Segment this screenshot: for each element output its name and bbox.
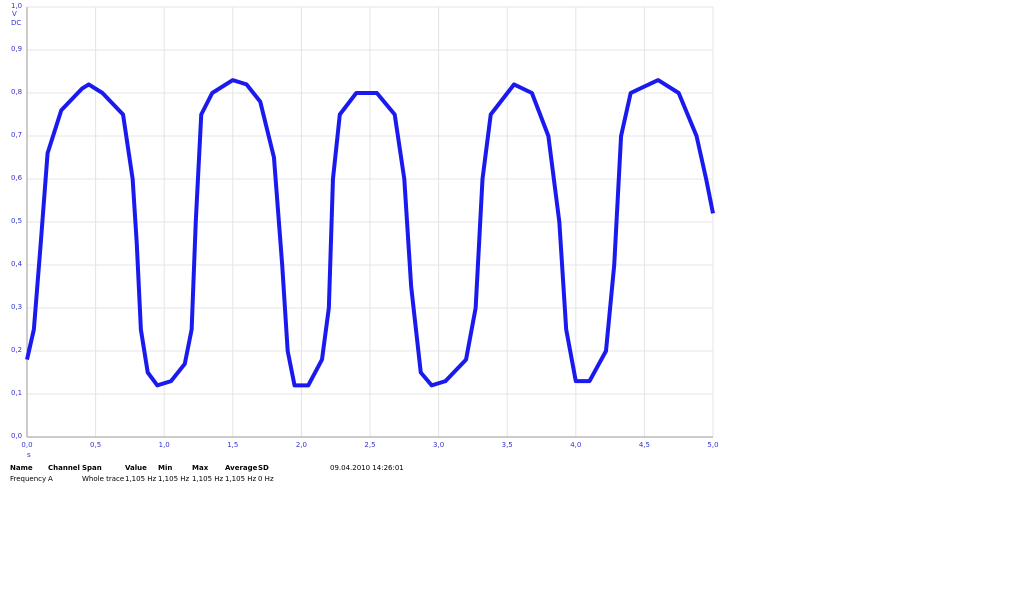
x-tick-label: 3,0 [433, 441, 444, 449]
table-cell: 0 Hz [258, 475, 274, 483]
x-tick-label: 1,5 [227, 441, 238, 449]
x-tick-label: 3,5 [502, 441, 513, 449]
y-tick-label: 0,0 [11, 432, 22, 440]
table-header: Channel [48, 464, 80, 472]
y-tick-label: 0,7 [11, 131, 22, 139]
table-cell: Frequency [10, 475, 46, 483]
y-tick-label: 0,2 [11, 346, 22, 354]
y-tick-label: 1,0 [11, 2, 22, 10]
table-header: Span [82, 464, 102, 472]
y-tick-label: 0,3 [11, 303, 22, 311]
x-tick-label: 0,0 [21, 441, 32, 449]
x-tick-label: 0,5 [90, 441, 101, 449]
x-tick-label: 2,0 [296, 441, 307, 449]
x-tick-label: 1,0 [159, 441, 170, 449]
y-tick-label: 0,4 [11, 260, 23, 268]
table-header: Max [192, 464, 209, 472]
signal-trace [25, 78, 715, 388]
x-tick-label: 5,0 [707, 441, 718, 449]
x-tick-label: 4,0 [570, 441, 581, 449]
table-cell: 1,105 Hz [225, 475, 257, 483]
timestamp: 09.04.2010 14:26:01 [330, 464, 404, 472]
y-coupling: DC [11, 19, 21, 27]
table-cell: A [48, 475, 53, 483]
table-header: Average [225, 464, 258, 472]
x-tick-label: 2,5 [364, 441, 375, 449]
y-tick-label: 0,6 [11, 174, 23, 182]
table-header: Name [10, 464, 33, 472]
y-unit: V [12, 10, 17, 18]
x-tick-label: 4,5 [639, 441, 650, 449]
table-header: SD [258, 464, 269, 472]
y-tick-label: 0,9 [11, 45, 22, 53]
y-tick-label: 0,1 [11, 389, 22, 397]
y-tick-label: 0,5 [11, 217, 22, 225]
y-tick-label: 0,8 [11, 88, 22, 96]
table-header: Min [158, 464, 172, 472]
table-cell: Whole trace [82, 475, 124, 483]
table-header: Value [125, 464, 147, 472]
table-cell: 1,105 Hz [192, 475, 224, 483]
x-unit: s [27, 451, 31, 459]
table-cell: 1,105 Hz [158, 475, 190, 483]
table-cell: 1,105 Hz [125, 475, 157, 483]
